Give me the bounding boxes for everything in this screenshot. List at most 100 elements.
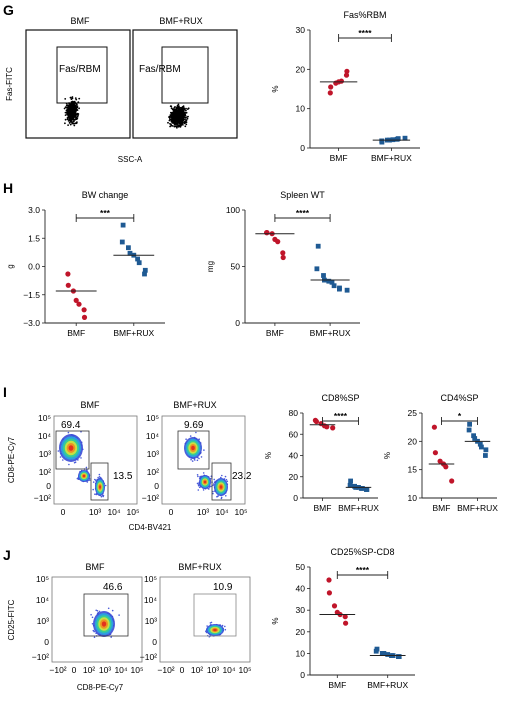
flow-event — [186, 116, 188, 119]
flow-i-left-frame — [53, 415, 138, 505]
flow-j-right-title: BMF+RUX — [178, 562, 221, 572]
flow-event — [170, 105, 173, 108]
y-tick-label: 0 — [235, 318, 240, 328]
chart-cd25-sp-cd8: CD25%SP-CD8 0 10 20 30 40 50% BMF BMF+RUX **** — [271, 547, 415, 690]
flow-j: BMF BMF+RUX 46.6 10.9 10⁵ 10⁴ 10³ 0 −10²… — [7, 562, 251, 692]
flow-i-xtick: 0 — [169, 507, 174, 517]
data-point — [431, 424, 437, 430]
y-tick-label: 10 — [296, 104, 306, 114]
flow-event — [221, 624, 224, 627]
y-axis-label: % — [271, 617, 280, 624]
flow-event — [78, 107, 80, 110]
flow-event — [76, 113, 79, 116]
flow-event — [65, 102, 68, 105]
flow-event — [175, 113, 178, 115]
flow-event — [64, 106, 67, 109]
data-point — [73, 297, 79, 303]
flow-g-left-title: BMF — [71, 16, 91, 26]
flow-event — [68, 106, 71, 109]
flow-j-xtick: 10³ — [99, 665, 111, 675]
data-point — [65, 282, 71, 288]
y-tick-label: 50 — [231, 262, 241, 272]
data-point — [385, 652, 391, 657]
flow-event — [73, 461, 76, 464]
data-point — [326, 278, 332, 284]
data-point — [327, 90, 333, 96]
flow-event — [224, 625, 226, 628]
flow-event — [69, 104, 72, 106]
flow-event — [183, 113, 186, 115]
flow-event — [175, 123, 178, 125]
y-tick-label: 100 — [226, 205, 240, 215]
flow-event — [187, 107, 190, 110]
flow-j-right-gate-label: 10.9 — [213, 582, 233, 593]
flow-event — [66, 118, 69, 121]
y-tick-label: 60 — [289, 429, 299, 439]
flow-event — [65, 111, 68, 114]
data-point — [472, 436, 478, 441]
flow-event — [71, 102, 73, 105]
flow-event — [63, 107, 66, 110]
flow-event — [64, 122, 66, 125]
flow-event — [216, 495, 218, 498]
flow-event — [217, 495, 219, 497]
category-label: BMF+RUX — [371, 153, 412, 163]
flow-event — [66, 117, 69, 119]
flow-i-left-gate-bottom-label: 13.5 — [113, 471, 133, 482]
flow-j-xtick: 10⁴ — [222, 665, 235, 675]
flow-g: BMF BMF+RUX Fas/RBM Fas/RBM Fas-FITC SSC… — [5, 16, 238, 164]
flow-event — [107, 607, 110, 610]
flow-event — [197, 484, 200, 487]
flow-event — [72, 107, 74, 110]
data-point — [119, 239, 125, 245]
flow-event — [185, 438, 187, 441]
flow-event — [92, 481, 95, 483]
flow-event — [71, 96, 74, 98]
flow-g-xlabel: SSC-A — [118, 155, 143, 164]
category-label: BMF+RUX — [367, 680, 408, 690]
data-point — [136, 260, 142, 266]
flow-event — [67, 120, 70, 122]
flow-event — [67, 431, 70, 434]
flow-event — [173, 120, 176, 123]
flow-i-right-gate-top-label: 9.69 — [184, 420, 204, 431]
flow-event — [178, 109, 181, 111]
data-point — [142, 271, 147, 277]
significance-label: **** — [356, 565, 370, 575]
flow-event — [180, 110, 183, 113]
data-point — [264, 230, 270, 236]
chart-title: BW change — [82, 190, 129, 200]
flow-event — [212, 483, 215, 485]
flow-event — [66, 113, 68, 116]
flow-event — [69, 118, 72, 121]
flow-event — [64, 98, 67, 100]
flow-event — [170, 107, 173, 110]
flow-event — [91, 616, 94, 619]
density-contour — [82, 474, 86, 478]
flow-event — [210, 621, 213, 624]
flow-event — [91, 623, 94, 625]
flow-event — [176, 115, 178, 118]
flow-i-xtick: 10⁵ — [235, 507, 248, 517]
y-tick-label: 20 — [296, 627, 306, 637]
data-point — [395, 136, 401, 141]
flow-event — [172, 115, 175, 118]
flow-event — [68, 463, 70, 466]
flow-j-left-title: BMF — [86, 562, 106, 572]
data-point — [329, 279, 335, 285]
flow-event — [169, 122, 171, 125]
flow-event — [181, 114, 184, 116]
flow-event — [74, 101, 76, 104]
category-label: BMF — [67, 328, 85, 338]
chart-bw-change: BW change 3.0 1.5 0.0 −1.5 −3.0 g BMF BMF+RUX *** — [6, 190, 165, 338]
flow-event — [185, 109, 187, 112]
flow-event — [71, 97, 74, 100]
flow-event — [185, 123, 188, 126]
flow-event — [182, 109, 185, 112]
data-point — [347, 482, 353, 488]
flow-event — [67, 109, 70, 112]
flow-event — [78, 97, 81, 100]
flow-event — [69, 123, 72, 126]
flow-event — [178, 124, 181, 127]
flow-j-ytick: −10² — [140, 652, 157, 662]
